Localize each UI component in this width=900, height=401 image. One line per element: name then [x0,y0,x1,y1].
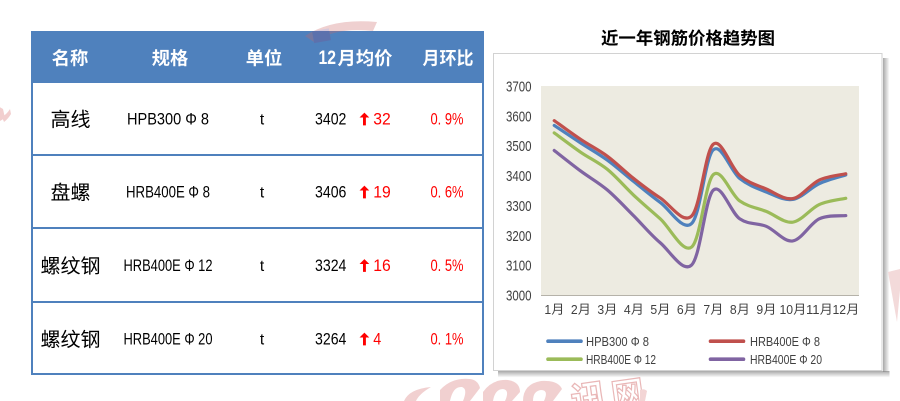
svg-text:t: t [260,111,265,128]
svg-text:9: 9 [756,302,763,317]
svg-text:HPB300 Φ 8: HPB300 Φ 8 [127,109,209,128]
svg-text:19: 19 [373,182,391,201]
svg-text:t: t [260,331,265,348]
svg-text:16: 16 [373,256,391,275]
svg-text:3400: 3400 [506,169,532,185]
svg-text:32: 32 [373,109,391,128]
svg-text:12: 12 [833,302,847,317]
svg-text:7: 7 [703,302,710,317]
svg-text:HRB400E Φ 20: HRB400E Φ 20 [124,329,213,348]
svg-text:0. 6%: 0. 6% [431,182,464,201]
svg-text:8: 8 [730,302,737,317]
svg-text:0. 5%: 0. 5% [431,256,464,275]
svg-text:3600: 3600 [506,109,532,125]
svg-text:2: 2 [571,302,578,317]
svg-text:3200: 3200 [506,229,532,245]
svg-text:3406: 3406 [315,182,346,201]
svg-text:3000: 3000 [506,289,532,305]
svg-text:3100: 3100 [506,259,532,275]
svg-text:HRB400E Φ 8: HRB400E Φ 8 [126,182,210,201]
svg-text:3300: 3300 [506,199,532,215]
svg-text:10: 10 [780,302,794,317]
svg-text:HPB300 Φ 8: HPB300 Φ 8 [586,334,649,349]
svg-text:3402: 3402 [315,109,346,128]
svg-text:5: 5 [650,302,657,317]
svg-text:0. 9%: 0. 9% [431,109,464,128]
svg-text:0. 1%: 0. 1% [431,329,464,348]
svg-text:HRB400E Φ 20: HRB400E Φ 20 [750,352,822,367]
svg-text:3500: 3500 [506,139,532,155]
svg-text:HRB400E Φ 8: HRB400E Φ 8 [750,334,820,349]
svg-text:t: t [260,258,265,275]
svg-text:12: 12 [319,48,337,69]
svg-text:t: t [260,184,265,201]
svg-text:3324: 3324 [315,256,346,275]
svg-text:11: 11 [806,302,820,317]
svg-text:4: 4 [373,329,381,348]
svg-text:3264: 3264 [315,329,346,348]
svg-text:4: 4 [624,302,631,317]
svg-text:6: 6 [677,302,684,317]
svg-text:HRB400E Φ 12: HRB400E Φ 12 [586,352,656,367]
svg-text:3700: 3700 [506,80,532,96]
svg-text:3: 3 [597,302,604,317]
svg-text:HRB400E Φ 12: HRB400E Φ 12 [124,256,213,275]
svg-text:1: 1 [544,302,551,317]
